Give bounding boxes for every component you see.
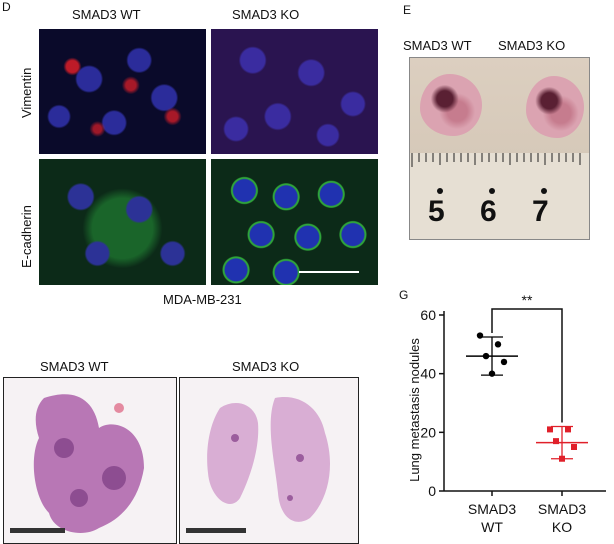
panel-d-letter: D — [2, 0, 11, 14]
x-tick-label: SMAD3 — [538, 501, 586, 517]
data-point — [571, 444, 577, 450]
histology-wt-image — [3, 377, 177, 544]
row-label-vimentin: Vimentin — [19, 67, 34, 118]
x-tick-label: KO — [552, 519, 572, 535]
vimentin-ko-micrograph — [211, 29, 378, 154]
data-point — [494, 341, 502, 348]
ecadherin-wt-micrograph — [39, 159, 206, 285]
cell-line-label: MDA-MB-231 — [163, 292, 242, 307]
significance-bracket — [491, 308, 563, 423]
significance-label: ** — [522, 292, 533, 308]
photo-label-ko: SMAD3 KO — [498, 38, 566, 53]
ecadherin-ko-micrograph — [211, 159, 378, 285]
lung-section-wt — [10, 394, 144, 533]
vimentin-wt-micrograph — [39, 29, 206, 154]
ruler: 5 6 7 — [410, 153, 589, 239]
data-point — [547, 426, 553, 433]
ruler-ticks — [411, 153, 581, 194]
histology-wt-label: SMAD3 WT — [40, 359, 109, 374]
panel-e-letter: E — [403, 3, 412, 17]
lung-photo: 5 6 7 — [409, 57, 590, 240]
col-label-wt: SMAD3 WT — [72, 7, 141, 22]
x-tick-label: WT — [481, 519, 503, 535]
panel-g-letter: G — [399, 288, 409, 302]
scale-bar — [299, 271, 359, 273]
ruler-number-6: 6 — [480, 195, 497, 228]
row-label-ecadherin: E-cadherin — [19, 205, 34, 268]
chart-ylabel: Lung metastasis nodules — [407, 338, 422, 482]
x-tick-label: SMAD3 — [468, 501, 516, 517]
photo-label-wt: SMAD3 WT — [403, 38, 472, 53]
lung-section-ko — [186, 397, 330, 533]
histology-ko-image — [179, 377, 359, 544]
y-tick-label: 40 — [420, 366, 436, 382]
data-point — [565, 426, 571, 433]
ruler-number-7: 7 — [532, 195, 549, 228]
histology-ko-label: SMAD3 KO — [232, 359, 300, 374]
data-point — [476, 332, 484, 339]
ruler-number-5: 5 — [428, 195, 445, 228]
metastasis-chart: Lung metastasis nodules 0 20 40 60 SMAD3 WT S… — [407, 292, 606, 535]
y-tick-label: 60 — [420, 307, 436, 323]
data-point — [553, 438, 559, 445]
data-point — [500, 358, 508, 366]
col-label-ko: SMAD3 KO — [232, 7, 300, 22]
y-tick-label: 0 — [428, 483, 436, 499]
y-tick-label: 20 — [420, 424, 436, 440]
lung-ko — [526, 76, 584, 138]
lung-wt — [420, 74, 482, 136]
